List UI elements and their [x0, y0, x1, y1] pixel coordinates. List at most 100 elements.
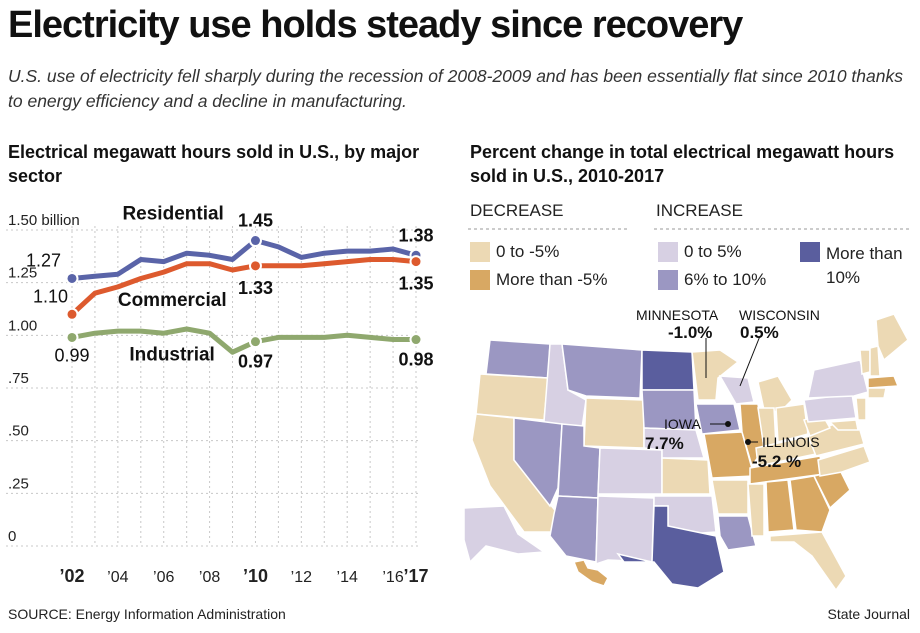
state-new-jersey: [855, 397, 867, 421]
series-name-industrial: Industrial: [129, 345, 215, 366]
state-arizona: [549, 495, 599, 563]
y-tick-label: 1.50 billion: [8, 212, 80, 229]
legend-label-increase-large: More than 10%: [826, 244, 903, 287]
state-new-mexico: [595, 495, 655, 566]
y-tick-label: 0: [8, 528, 16, 545]
x-tick-label: ’14: [337, 569, 358, 586]
legend-increase-heading: INCREASE: [656, 201, 743, 220]
data-point-commercial: [248, 259, 262, 273]
state-florida: [769, 531, 847, 592]
state-alaska: [463, 505, 547, 564]
legend-label-increase-small: 0 to 5%: [684, 242, 742, 261]
state-colorado: [597, 447, 663, 495]
legend-label-decrease-small: 0 to -5%: [496, 242, 560, 261]
state-ohio: [775, 403, 809, 443]
map-title: Percent change in total electrical megaw…: [470, 142, 895, 186]
state-wisconsin: [718, 375, 755, 405]
state-oregon: [475, 373, 549, 421]
us-map: [463, 313, 909, 592]
data-label-commercial: 1.33: [238, 278, 273, 298]
x-tick-label: ’16: [382, 569, 403, 586]
callout-wisconsin-name: WISCONSIN: [739, 307, 820, 323]
legend-swatch-decrease-large: [470, 270, 490, 290]
legend-label-decrease-large: More than -5%: [496, 270, 608, 289]
state-kansas: [661, 457, 711, 495]
series-line-industrial: [69, 326, 419, 355]
state-washington: [485, 339, 551, 379]
state-new-hampshire: [869, 345, 881, 377]
x-tick-label: ’04: [107, 569, 128, 586]
state-maine: [875, 313, 909, 362]
data-label-commercial: 1.35: [398, 274, 433, 294]
legend-swatch-increase-large: [800, 242, 820, 262]
x-tick-label: ’08: [199, 569, 220, 586]
y-tick-label: .75: [8, 370, 29, 387]
series-line-commercial: [69, 257, 419, 317]
x-tick-label: ’17: [403, 566, 428, 586]
callout-minnesota-value: -1.0%: [668, 323, 713, 342]
callout-pointer-wisconsin: [739, 335, 761, 387]
data-label-industrial: 0.97: [238, 352, 273, 372]
y-tick-label: .50: [8, 423, 29, 440]
state-connecticut: [867, 387, 887, 399]
state-hawaii: [572, 559, 609, 587]
y-tick-label: 1.00: [8, 317, 37, 334]
x-tick-label: ’06: [153, 569, 174, 586]
callout-dot-iowa: [725, 421, 731, 427]
data-label-commercial: 1.10: [33, 286, 68, 306]
line-chart-title: Electrical megawatt hours sold in U.S., …: [8, 142, 420, 186]
state-alabama: [765, 479, 795, 533]
legend-swatch-increase-mid: [658, 270, 678, 290]
data-label-residential: 1.45: [238, 211, 273, 231]
callout-wisconsin-value: 0.5%: [740, 323, 779, 342]
series-name-commercial: Commercial: [118, 290, 227, 311]
legend-divider: [468, 228, 910, 230]
state-wyoming: [583, 397, 645, 449]
callout-dot-illinois: [745, 439, 751, 445]
x-tick-label: ’10: [243, 566, 268, 586]
data-point-commercial: [65, 307, 79, 321]
state-arkansas: [711, 479, 749, 515]
series-line-residential: [69, 238, 419, 281]
data-point-residential: [65, 271, 79, 285]
state-nevada: [513, 417, 563, 508]
series-name-residential: Residential: [122, 203, 223, 224]
state-louisiana: [717, 515, 757, 551]
y-tick-label: 1.25: [8, 265, 37, 282]
state-texas: [616, 505, 725, 589]
data-label-industrial: 0.99: [54, 345, 89, 365]
data-label-residential: 1.27: [26, 250, 61, 270]
state-north-carolina: [817, 445, 871, 477]
credit: State Journal: [827, 606, 911, 622]
data-label-industrial: 0.98: [398, 350, 433, 370]
state-georgia: [789, 475, 831, 533]
legend-label-increase-mid: 6% to 10%: [684, 270, 767, 289]
callout-illinois-name: ILLINOIS: [762, 434, 820, 450]
legend-swatch-decrease-small: [470, 242, 490, 262]
state-montana: [561, 343, 643, 399]
headline: Electricity use holds steady since recov…: [8, 4, 743, 46]
state-massachusetts: [867, 375, 900, 389]
y-tick-label: .25: [8, 475, 29, 492]
subheadline: U.S. use of electricity fell sharply dur…: [8, 66, 903, 111]
data-point-commercial: [409, 255, 423, 269]
state-minnesota: [691, 349, 740, 401]
line-chart: 0 .25 .50 .75 1.00 1.25 1.50 billion ’02 ’04 ’06 ’…: [6, 203, 434, 586]
callout-illinois-value: -5.2 %: [752, 452, 802, 471]
state-north-dakota: [641, 349, 695, 391]
callout-minnesota-name: MINNESOTA: [636, 307, 719, 323]
data-point-industrial: [65, 330, 79, 344]
callout-iowa-value: 7.7%: [645, 434, 684, 453]
callout-iowa-name: IOWA: [664, 416, 701, 432]
x-tick-label: ’12: [291, 569, 312, 586]
data-point-residential: [248, 234, 262, 248]
source-note: SOURCE: Energy Information Administratio…: [8, 606, 286, 622]
x-tick-label: ’02: [59, 566, 84, 586]
state-new-york: [807, 359, 869, 399]
legend-swatch-increase-small: [658, 242, 678, 262]
state-iowa: [695, 403, 741, 435]
data-label-residential: 1.38: [398, 225, 433, 245]
legend-decrease-heading: DECREASE: [470, 201, 564, 220]
data-point-industrial: [409, 333, 423, 347]
data-point-industrial: [248, 335, 262, 349]
